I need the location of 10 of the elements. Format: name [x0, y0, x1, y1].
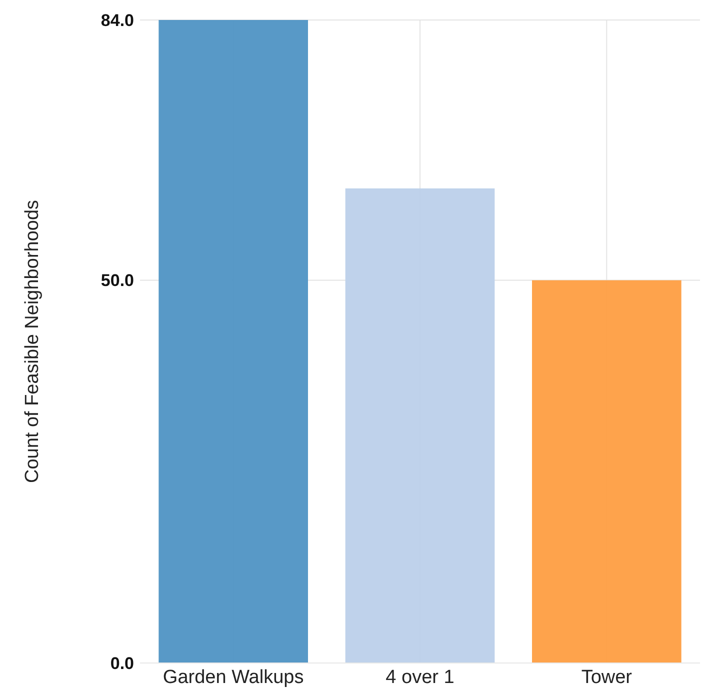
bar	[532, 280, 682, 663]
bar	[345, 188, 495, 663]
y-tick-label: 50.0	[100, 271, 134, 290]
x-tick-label: 4 over 1	[386, 667, 454, 688]
x-tick-label: Garden Walkups	[162, 667, 304, 688]
y-tick-label: 0.0	[110, 654, 134, 673]
y-tick-label: 84.0	[100, 10, 134, 30]
x-tick-label: Tower	[581, 667, 633, 688]
bar	[158, 20, 308, 663]
y-axis-title: Count of Feasible Neighborhoods	[22, 200, 43, 484]
